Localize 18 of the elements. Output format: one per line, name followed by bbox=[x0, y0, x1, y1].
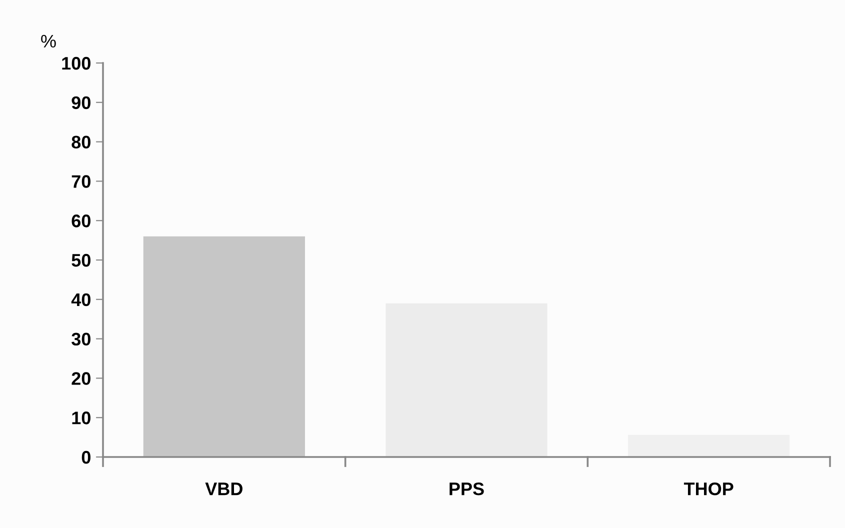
y-tick-label: 60 bbox=[72, 214, 90, 228]
y-tick-label: 10 bbox=[72, 412, 90, 424]
y-tick-label: 0 bbox=[82, 450, 90, 464]
y-tick-label: 70 bbox=[72, 175, 90, 188]
y-tick-label: 50 bbox=[72, 254, 90, 267]
bar bbox=[628, 434, 790, 457]
y-tick-label: 80 bbox=[72, 136, 90, 149]
bar bbox=[143, 236, 305, 457]
y-tick-label: 20 bbox=[72, 372, 90, 385]
y-tick-label: 100 bbox=[62, 56, 90, 70]
y-tick-label: 40 bbox=[71, 293, 90, 306]
bar bbox=[386, 303, 548, 457]
y-axis-title: % bbox=[41, 34, 56, 48]
x-tick-label: THOP bbox=[684, 482, 734, 496]
x-tick-label: PPS bbox=[450, 482, 484, 496]
x-tick-label: VBD bbox=[205, 482, 242, 496]
y-tick-label: 90 bbox=[72, 96, 90, 110]
y-tick-label: 30 bbox=[72, 332, 90, 346]
